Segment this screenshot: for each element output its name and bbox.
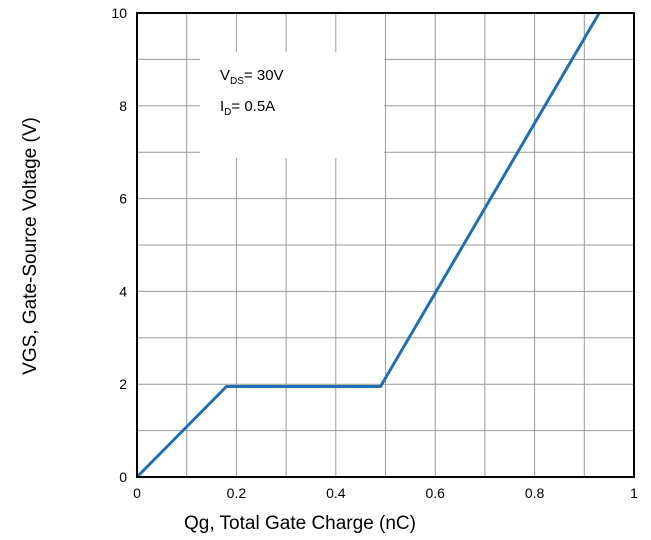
annotation-id: ID= 0.5A [220,98,275,118]
y-tick-label: 6 [119,191,127,207]
annotation-vds-sub: DS [230,76,244,87]
grid [137,13,634,477]
y-tick-label: 8 [119,98,127,114]
annotation-vds: VDS= 30V [220,67,284,87]
x-tick-label: 0.4 [326,485,346,501]
y-tick-label: 10 [111,5,127,21]
x-tick-label: 0 [133,485,141,501]
x-tick-label: 0.2 [227,485,247,501]
annotation-id-rest: = 0.5A [231,98,275,115]
plot-frame [136,12,635,478]
y-tick-labels: 0 2 4 6 8 10 [111,5,127,485]
annotation-vds-main: V [220,67,230,84]
x-tick-label: 0.8 [525,485,545,501]
y-tick-label: 4 [119,283,127,299]
x-axis-title: Qg, Total Gate Charge (nC) [184,513,416,534]
x-tick-label: 0.6 [425,485,445,501]
y-axis-title: VGS, Gate-Source Voltage (V) [20,117,41,375]
y-tick-label: 2 [119,376,127,392]
x-tick-label: 1 [630,485,638,501]
x-tick-labels: 0 0.2 0.4 0.6 0.8 1 [133,485,638,501]
annotation-background [200,52,384,158]
y-tick-label: 0 [119,469,127,485]
series-layer [135,12,601,479]
series-line-0 [135,12,601,479]
annotation-vds-rest: = 30V [244,67,284,84]
annotation-id-main: I [220,98,224,115]
annotation-id-sub: D [224,107,231,118]
